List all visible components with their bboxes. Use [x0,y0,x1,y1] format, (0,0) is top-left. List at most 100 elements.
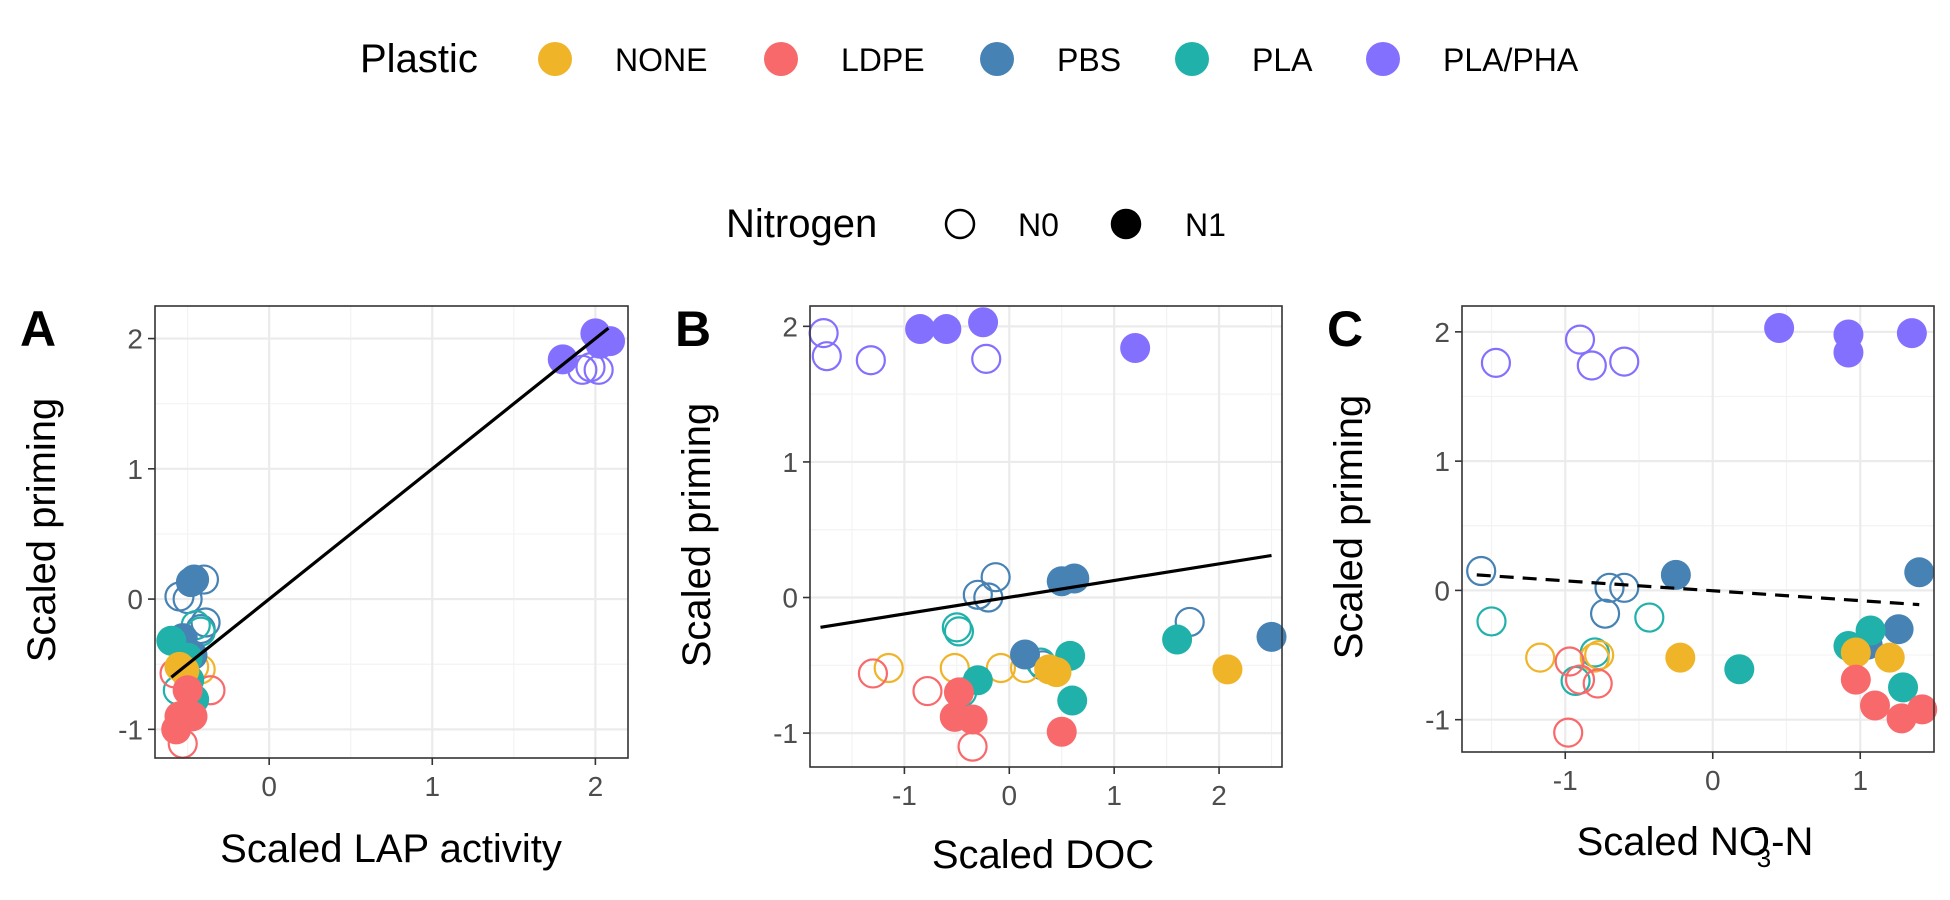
panel-b-data-point [1212,654,1243,685]
panel-c: -1 0 1 -1 0 1 2 [1425,305,1938,796]
panel-b-data-point [905,314,936,345]
panel-c-data-point [1896,318,1927,349]
panel-c-data-point [1594,572,1625,603]
panel-a-y-title: Scaled priming [20,398,64,663]
panel-c-y-tick-label: 0 [1434,575,1450,606]
panel-c-data-point [1665,642,1696,673]
panel-c-data-point [1634,602,1665,633]
panel-c-y-tick-label: 2 [1434,317,1450,348]
panel-a-data-point [547,344,578,375]
panel-b: -1 0 1 2 -1 0 1 2 [773,305,1287,811]
panel-b-border [809,305,1283,768]
panel-a-data-point [179,564,210,595]
panel-b-data-point [957,704,988,735]
panel-b-x-tick-label: 2 [1211,780,1227,811]
panel-a: 0 1 2 -1 0 1 2 [118,305,629,802]
panel-b-data-point [980,562,1011,593]
panel-a-x-tick-label: 2 [588,771,604,802]
panel-b-y-tick-label: -1 [773,718,798,749]
panel-b-data-point [1041,657,1072,688]
panel-c-x-title-tail: -N [1771,820,1813,864]
panel-c-data-point [1888,672,1919,703]
panel-c-data-point [1609,572,1640,603]
panel-c-data-point [1480,347,1512,378]
panel-c-data-point [1553,717,1584,748]
legend-label-none: NONE [615,42,707,78]
panel-c-data-point [1874,642,1905,673]
panel-c-data-point [1564,324,1596,355]
legend-label-pbs: PBS [1057,42,1121,78]
panel-b-data-point [943,677,974,708]
panel-c-y-tick-label: 1 [1434,446,1450,477]
panel-c-tag: C [1327,301,1363,357]
legend-label-ldpe: LDPE [841,42,925,78]
panel-a-x-tick-label: 0 [261,771,277,802]
panel-c-data-point [1660,559,1691,590]
legend-key-n0 [944,208,976,240]
legend-nitrogen-title: Nitrogen [726,202,877,246]
panel-c-data-point [1907,694,1938,725]
legend-key-ldpe [764,42,798,76]
legend-key-pla [1175,42,1209,76]
panel-a-y-tick-label: 2 [127,324,143,355]
panel-b-data-point [811,341,842,372]
panel-c-x-tick-label: -1 [1553,765,1578,796]
panel-c-data-point [1589,598,1621,629]
panel-b-y-title: Scaled priming [675,403,719,668]
panel-c-data-point [1609,346,1640,377]
panel-a-data-point [177,701,208,732]
panel-b-data-point [971,343,1002,374]
panel-c-data-point [1833,337,1864,368]
panel-c-y-tick-label: -1 [1425,705,1450,736]
panel-a-background [155,306,628,758]
panel-c-data-point [1466,555,1497,587]
panel-c-data-point [1525,642,1556,673]
panel-c-x-title-sup: - [1754,815,1763,845]
panel-b-y-tick-label: 0 [782,583,798,614]
panel-c-fit-line [1476,573,1920,607]
panel-a-y-tick-label: 0 [127,584,143,615]
panel-b-data-point [968,307,999,338]
panel-a-y-tick-label: -1 [118,714,143,745]
panel-c-x-title: Scaled NO-3-N [1577,815,1814,873]
legend-label-pla: PLA [1252,42,1313,78]
panel-c-y-title: Scaled priming [1327,395,1371,660]
legend-key-pla-pha [1366,42,1400,76]
panel-b-data-point [931,314,962,345]
panel-c-data-point [1855,615,1886,646]
panel-c-data-point [1840,664,1871,695]
panel-b-data-point [1256,621,1287,652]
panel-b-data-point [1162,624,1193,655]
panel-c-border [1461,305,1935,753]
panel-c-data-point [1883,614,1914,645]
panel-b-x-title: Scaled DOC [932,833,1154,877]
panel-c-x-tick-label: 0 [1705,765,1721,796]
panel-c-data-point [1904,557,1935,588]
panel-b-data-point [857,658,889,689]
panel-c-data-point [1764,312,1795,343]
legend-key-n1 [1110,208,1142,240]
panel-b-data-point [873,652,904,684]
panel-a-tag: A [20,301,56,357]
legend-plastic-title: Plastic [360,37,478,81]
panel-a-data-point [172,675,203,706]
panel-c-data-point [1724,654,1755,685]
legend-label-n0: N0 [1018,207,1059,243]
panel-b-x-tick-label: 0 [1001,780,1017,811]
panel-a-border [154,305,629,759]
panel-b-x-tick-label: 1 [1106,780,1122,811]
panel-c-x-title-sub: 3 [1757,843,1771,873]
panel-a-y-tick-label: 1 [127,454,143,485]
panel-a-fit-line [170,326,610,679]
panel-b-data-point [962,579,993,610]
panel-a-data-point [595,326,626,357]
panel-b-data-point [1010,639,1041,670]
panel-b-data-point [943,616,975,647]
legend-key-pbs [980,42,1014,76]
panel-b-data-point [1057,685,1088,716]
panel-b-data-point [855,345,886,376]
panel-c-x-title-main: Scaled NO [1577,820,1770,864]
panel-c-data-point [1576,350,1607,381]
panel-b-data-point [941,612,972,643]
legend-nitrogen: Nitrogen N0 N1 [726,202,1226,246]
